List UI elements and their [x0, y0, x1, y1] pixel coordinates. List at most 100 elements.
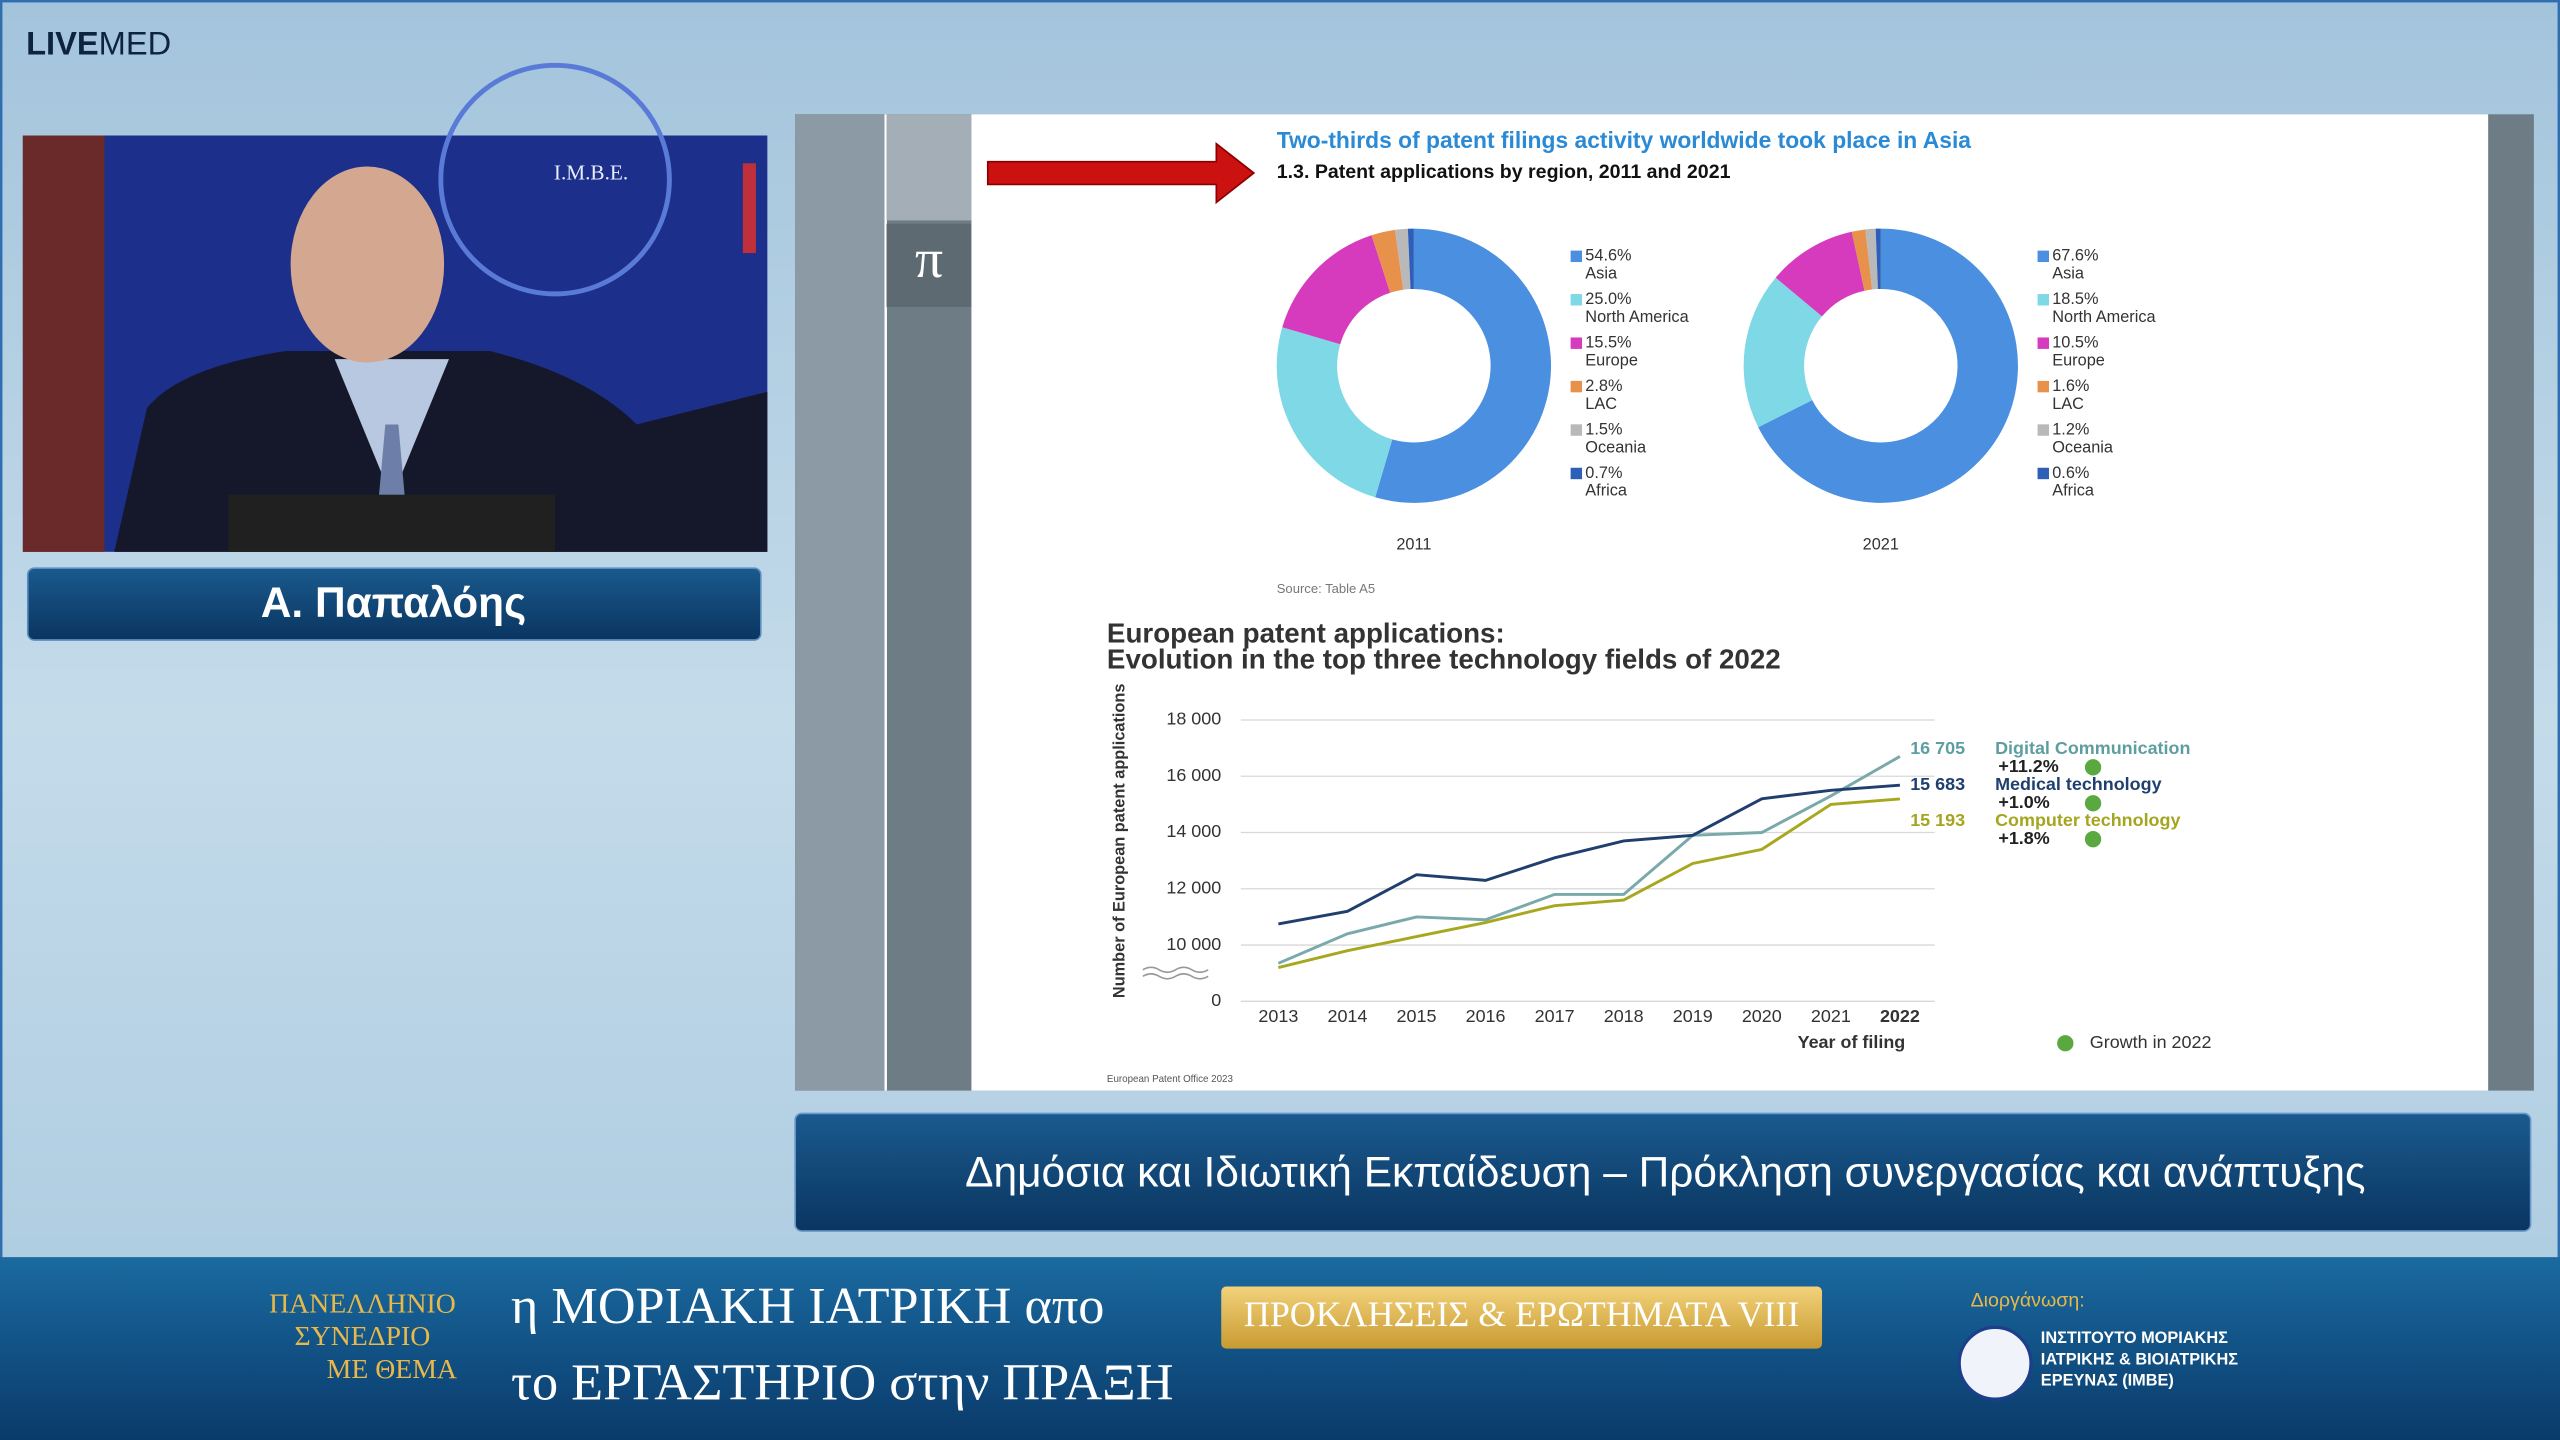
brand: LIVEMED [26, 24, 171, 61]
legend-value: 25.0% [1585, 290, 1631, 308]
donut-segment [1394, 228, 1411, 290]
y-tick-label: 14 000 [1166, 821, 1221, 841]
donut-segment [1775, 231, 1865, 317]
slide-page [971, 114, 2489, 1091]
donut-segment [1407, 228, 1414, 290]
video-curtain [22, 135, 105, 552]
legend-name: North America [2052, 308, 2156, 326]
legend-name: Europe [2052, 351, 2105, 369]
legend-value: 54.6% [1585, 247, 1631, 265]
legend-name: LAC [1585, 395, 1617, 413]
donut-segment [1758, 228, 2018, 503]
legend-name: Europe [1585, 351, 1638, 369]
backdrop-stripe [742, 163, 756, 254]
slide-left-strip [795, 114, 885, 1091]
line-subtitle: Evolution in the top three technology fi… [1107, 644, 1781, 675]
x-tick-label: 2014 [1327, 1006, 1367, 1026]
end-value-label: 15 193 [1910, 810, 1965, 830]
growth-note: Growth in 2022 [2090, 1032, 2212, 1052]
legend-value: 0.6% [2052, 464, 2089, 482]
legend-swatch [1570, 424, 1583, 436]
footer-title-1: η ΜΟΡΙΑΚΗ ΙΑΤΡΙΚΗ απο [511, 1277, 1104, 1335]
x-axis-label: Year of filing [1798, 1032, 1906, 1052]
footer: ΠΑΝΕΛΛΗΝΙΟ ΣΥΝΕΔΡΙΟ ΜΕ ΘΕΜΑ η ΜΟΡΙΑΚΗ ΙΑ… [0, 1257, 2560, 1440]
end-value-label: 16 705 [1910, 738, 1965, 758]
donut-segment [1371, 229, 1404, 293]
legend-name: Asia [2052, 265, 2085, 283]
footer-badge [1221, 1286, 1823, 1349]
series-growth: +1.8% [1998, 828, 2049, 848]
legend-swatch [2037, 380, 2049, 393]
y-tick-label: 16 000 [1166, 765, 1221, 785]
x-tick-label: 2019 [1673, 1006, 1713, 1026]
lectern [228, 494, 556, 552]
slide: π Two-thirds of patent filings activity … [795, 114, 2534, 1091]
legend-value: 15.5% [1585, 333, 1631, 351]
footer-left-1: ΠΑΝΕΛΛΗΝΙΟ [269, 1288, 456, 1319]
legend-swatch [1570, 294, 1583, 306]
x-tick-label: 2020 [1742, 1006, 1782, 1026]
legend-value: 1.6% [2052, 377, 2089, 395]
x-tick-label: 2013 [1258, 1006, 1298, 1026]
icon-box [886, 223, 972, 307]
x-tick-label: 2015 [1397, 1006, 1437, 1026]
legend-value: 0.7% [1585, 464, 1622, 482]
series-name: Medical technology [1995, 774, 2161, 794]
legend-swatch [1570, 467, 1583, 480]
series-growth: +1.0% [1998, 792, 2049, 812]
speaker-name: Α. Παπαλόης [261, 579, 526, 626]
donut-segment [1875, 228, 1881, 290]
top-subtitle: 1.3. Patent applications by region, 2011… [1277, 161, 1731, 183]
legend-value: 18.5% [2052, 290, 2098, 308]
arrow [986, 141, 1256, 205]
donut-segment [1276, 327, 1393, 498]
growth-icon [2084, 759, 2102, 776]
y-axis-label: Number of European patent applications [1110, 684, 1128, 999]
series-line [1278, 783, 1901, 926]
series-line [1277, 755, 1901, 965]
legend-swatch [2037, 337, 2049, 349]
donut-segment [1865, 228, 1878, 290]
speaker-video: I.M.B.E. [22, 62, 768, 552]
series-growth: +11.2% [1998, 756, 2058, 776]
series-line [1278, 797, 1901, 969]
legend-value: 1.2% [2052, 420, 2089, 438]
organizer-3: ΕΡΕΥΝΑΣ (ΙΜΒΕ) [2041, 1372, 2174, 1390]
donut-label: 2021 [1863, 536, 1899, 554]
growth-icon [2084, 795, 2102, 812]
footer-title-2: το ΕΡΓΑΣΤΗΡΙΟ στην ΠΡΑΞΗ [511, 1354, 1173, 1412]
speaker-tie [378, 424, 405, 498]
organizer-logo [1957, 1325, 2033, 1401]
top-source: Source: Table A5 [1277, 581, 1375, 596]
y-tick-label: 18 000 [1166, 709, 1221, 729]
top-title: Two-thirds of patent filings activity wo… [1277, 127, 1972, 153]
speaker-head [290, 166, 445, 363]
legend-swatch [2037, 424, 2049, 436]
end-value-label: 15 683 [1910, 774, 1965, 794]
organizer-label: Διοργάνωση: [1971, 1289, 2085, 1311]
y-tick-label: 12 000 [1166, 878, 1221, 898]
legend-value: 10.5% [2052, 333, 2098, 351]
legend-swatch [2037, 250, 2049, 263]
organizer-1: ΙΝΣΤΙΤΟΥΤΟ ΜΟΡΙΑΚΗΣ [2041, 1329, 2228, 1347]
donut-label: 2011 [1396, 536, 1431, 554]
footer-badge-text: ΠΡΟΚΛΗΣΕΙΣ & ΕΡΩΤΗΜΑΤΑ VIII [1244, 1294, 1799, 1334]
legend-swatch [2037, 467, 2049, 480]
x-tick-label: 2021 [1811, 1006, 1851, 1026]
series-name: Digital Communication [1995, 738, 2190, 758]
caption-bar [794, 1112, 2532, 1232]
legend-name: LAC [2052, 395, 2084, 413]
donut-segment [1375, 228, 1552, 503]
series-name: Computer technology [1995, 810, 2180, 830]
brand-rest: MED [99, 24, 172, 61]
growth-icon [2084, 831, 2102, 848]
brand-bold: LIVE [26, 24, 99, 61]
legend-value: 67.6% [2052, 247, 2098, 265]
strip-box [886, 114, 972, 221]
line-title: European patent applications: [1107, 617, 1505, 648]
x-tick-label: 2018 [1604, 1006, 1644, 1026]
legend-name: Asia [1585, 265, 1618, 283]
